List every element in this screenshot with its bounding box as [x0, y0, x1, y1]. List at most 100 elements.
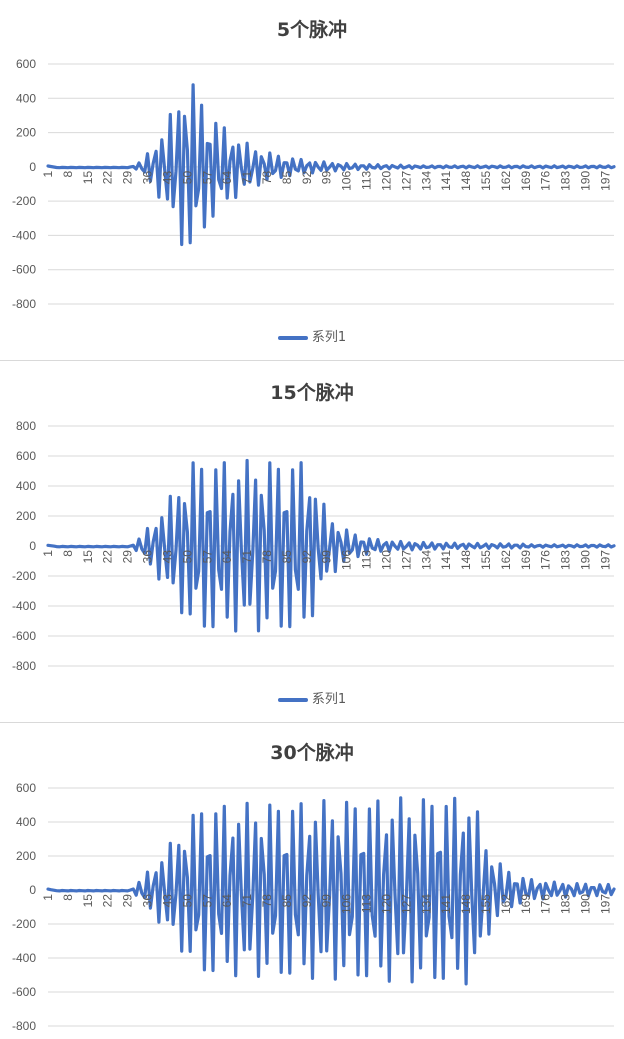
x-tick-label: 190 — [579, 171, 593, 191]
y-tick-label: -200 — [12, 194, 36, 208]
y-tick-label: 600 — [16, 781, 36, 795]
x-tick-label: 197 — [598, 894, 612, 914]
x-tick-label: 155 — [479, 171, 493, 191]
x-tick-label: 50 — [180, 550, 194, 564]
x-tick-label: 141 — [439, 550, 453, 570]
x-tick-label: 85 — [280, 171, 294, 185]
x-tick-label: 8 — [61, 894, 75, 901]
x-tick-label: 148 — [459, 550, 473, 570]
chart-plot-1: 600 400 200 0 -200 -400 -600 -800 1 8 15 22 29 36 43 50… — [12, 57, 616, 311]
x-tick-label: 43 — [160, 171, 174, 185]
x-tick-label: 50 — [180, 894, 194, 908]
x-tick-label: 120 — [379, 171, 393, 191]
x-tick-label: 64 — [220, 550, 234, 564]
x-tick-label: 183 — [559, 171, 573, 191]
x-tick-label: 155 — [479, 550, 493, 570]
x-tick-label: 169 — [519, 894, 533, 914]
x-tick-label: 57 — [200, 550, 214, 564]
x-tick-label: 197 — [598, 171, 612, 191]
y-tick-label: -800 — [12, 659, 36, 673]
x-tick-label: 92 — [300, 550, 314, 564]
x-tick-label: 134 — [419, 550, 433, 570]
x-tick-label: 64 — [220, 894, 234, 908]
y-tick-label: -200 — [12, 917, 36, 931]
x-tick-label: 50 — [180, 171, 194, 185]
chart-panel-1: 5个脉冲 600 400 200 0 -200 -400 -600 -800 1 8 15 22 29 3… — [0, 0, 624, 359]
chart-plot-3: 600 400 200 0 -200 -400 -600 -800 1 8 15 22 29 36 43 50… — [12, 781, 616, 1033]
x-tick-label: 169 — [519, 550, 533, 570]
legend-1: 系列1 — [0, 326, 624, 345]
x-tick-label: 36 — [141, 171, 155, 185]
y-tick-label: -400 — [12, 951, 36, 965]
x-tick-label: 22 — [101, 894, 115, 908]
x-tick-label: 8 — [61, 171, 75, 178]
x-tick-label: 197 — [598, 550, 612, 570]
y-tick-label: -400 — [12, 599, 36, 613]
x-tick-label: 113 — [360, 550, 374, 569]
x-tick-label: 15 — [81, 171, 95, 185]
y-tick-label: -800 — [12, 1019, 36, 1033]
x-tick-label: 78 — [260, 894, 274, 908]
x-tick-label: 29 — [121, 171, 135, 185]
x-tick-label: 71 — [240, 171, 254, 185]
x-tick-label: 92 — [300, 171, 314, 185]
chart-plot-2: 800 600 400 200 0 -200 -400 -600 -800 1 8 15 22 29 36 4… — [12, 419, 616, 673]
x-tick-label: 162 — [499, 550, 513, 570]
x-tick-label: 71 — [240, 894, 254, 908]
legend-label-2: 系列1 — [311, 692, 347, 707]
x-tick-label: 78 — [260, 550, 274, 564]
x-tick-label: 22 — [101, 171, 115, 185]
x-tick-label: 190 — [579, 550, 593, 570]
y-tick-label: -800 — [12, 297, 36, 311]
x-tick-label: 120 — [379, 550, 393, 570]
x-tick-label: 92 — [300, 894, 314, 908]
legend-label-1: 系列1 — [311, 330, 347, 345]
x-tick-label: 190 — [579, 894, 593, 914]
chart-panel-3: 30个脉冲 600 400 200 0 -200 -400 -600 -800 1 8 15 22 29… — [0, 724, 624, 1039]
y-tick-label: -600 — [12, 985, 36, 999]
x-tick-label: 127 — [399, 550, 413, 570]
x-tick-label: 148 — [459, 894, 473, 914]
x-tick-label: 29 — [121, 894, 135, 908]
x-tick-label: 8 — [61, 550, 75, 557]
y-tick-label: 0 — [29, 160, 36, 174]
y-tick-label: 200 — [16, 509, 36, 523]
x-tick-label: 36 — [141, 894, 155, 908]
x-tick-label: 148 — [459, 171, 473, 191]
x-tick-label: 169 — [519, 171, 533, 191]
x-tick-label: 120 — [379, 894, 393, 914]
series-line — [46, 458, 616, 633]
legend-2: 系列1 — [0, 688, 624, 707]
y-tick-label: -600 — [12, 263, 36, 277]
x-tick-label: 1 — [41, 894, 55, 901]
chart-title-2: 15个脉冲 — [270, 382, 354, 404]
x-tick-label: 162 — [499, 171, 513, 191]
x-tick-label: 127 — [399, 894, 413, 914]
x-tick-label: 134 — [419, 894, 433, 914]
y-tick-label: 800 — [16, 419, 36, 433]
x-tick-label: 106 — [340, 550, 354, 570]
x-tick-label: 183 — [559, 894, 573, 914]
x-tick-label: 99 — [320, 550, 334, 564]
x-tick-label: 85 — [280, 550, 294, 564]
x-tick-label: 22 — [101, 550, 115, 564]
x-tick-label: 43 — [160, 550, 174, 564]
x-tick-label: 183 — [559, 550, 573, 570]
legend-swatch-1 — [277, 335, 308, 340]
x-tick-label: 176 — [539, 171, 553, 191]
x-tick-label: 106 — [340, 171, 354, 191]
y-tick-label: 600 — [16, 449, 36, 463]
x-tick-label: 64 — [220, 171, 234, 185]
y-tick-label: -200 — [12, 569, 36, 583]
x-tick-label: 15 — [81, 894, 95, 908]
separator-2 — [0, 722, 624, 723]
y-tick-label: 200 — [16, 126, 36, 140]
x-tick-label: 113 — [360, 894, 374, 913]
x-tick-label: 29 — [121, 550, 135, 564]
x-tick-label: 176 — [539, 550, 553, 570]
y-tick-label: 400 — [16, 815, 36, 829]
y-tick-label: 400 — [16, 479, 36, 493]
legend-swatch-2 — [277, 697, 308, 702]
x-tick-label: 99 — [320, 894, 334, 908]
y-tick-label: -400 — [12, 228, 36, 242]
